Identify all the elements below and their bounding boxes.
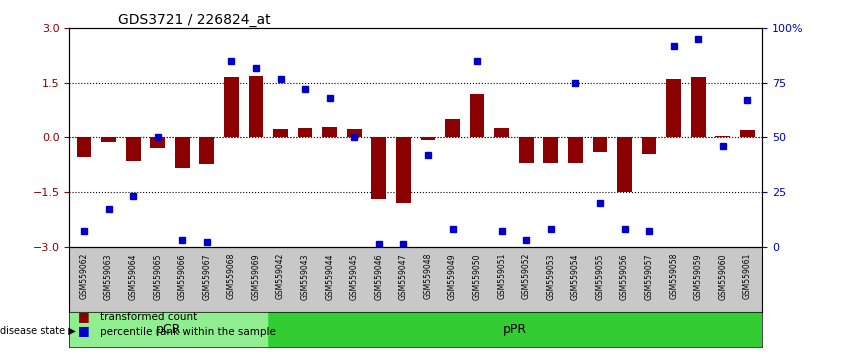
Bar — [691, 78, 706, 137]
Text: transformed count: transformed count — [100, 312, 197, 322]
Bar — [347, 130, 362, 137]
Text: GSM559059: GSM559059 — [694, 253, 702, 299]
Bar — [421, 137, 436, 140]
Text: GSM559043: GSM559043 — [301, 253, 310, 299]
Text: GSM559061: GSM559061 — [743, 253, 752, 299]
Bar — [101, 137, 116, 142]
Text: GSM559053: GSM559053 — [546, 253, 555, 299]
Text: GSM559055: GSM559055 — [596, 253, 604, 299]
Bar — [175, 137, 190, 169]
Text: pPR: pPR — [502, 323, 527, 336]
Bar — [666, 79, 681, 137]
Bar — [273, 130, 288, 137]
Bar — [519, 137, 533, 163]
Text: GSM559064: GSM559064 — [129, 253, 138, 299]
Bar — [568, 137, 583, 163]
Text: GSM559069: GSM559069 — [251, 253, 261, 299]
Bar — [740, 130, 754, 137]
Text: GSM559049: GSM559049 — [448, 253, 457, 299]
Text: GSM559058: GSM559058 — [669, 253, 678, 299]
Bar — [77, 137, 92, 158]
Text: GSM559054: GSM559054 — [571, 253, 580, 299]
Bar — [592, 137, 607, 152]
Text: GSM559067: GSM559067 — [203, 253, 211, 299]
Text: GSM559051: GSM559051 — [497, 253, 506, 299]
Text: GSM559056: GSM559056 — [620, 253, 629, 299]
Text: GSM559060: GSM559060 — [718, 253, 727, 299]
Bar — [268, 312, 762, 347]
Bar — [298, 129, 313, 137]
Text: GSM559045: GSM559045 — [350, 253, 359, 299]
Text: ■: ■ — [78, 310, 90, 323]
Bar — [151, 137, 165, 148]
Bar — [617, 137, 632, 192]
Bar — [715, 136, 730, 137]
Text: GSM559046: GSM559046 — [374, 253, 384, 299]
Bar — [544, 137, 559, 163]
Text: GSM559042: GSM559042 — [276, 253, 285, 299]
Text: percentile rank within the sample: percentile rank within the sample — [100, 326, 275, 337]
Bar — [372, 137, 386, 199]
Text: GSM559044: GSM559044 — [326, 253, 334, 299]
Bar — [469, 94, 484, 137]
Text: GSM559052: GSM559052 — [521, 253, 531, 299]
Text: GSM559068: GSM559068 — [227, 253, 236, 299]
Bar — [445, 119, 460, 137]
Bar — [224, 78, 239, 137]
Bar — [199, 137, 214, 164]
Text: GSM559063: GSM559063 — [104, 253, 113, 299]
Text: GSM559048: GSM559048 — [423, 253, 432, 299]
Text: ■: ■ — [78, 325, 90, 337]
Text: GSM559047: GSM559047 — [399, 253, 408, 299]
Bar — [249, 76, 263, 137]
Text: disease state ▶: disease state ▶ — [0, 326, 75, 336]
Bar — [494, 129, 509, 137]
Text: GDS3721 / 226824_at: GDS3721 / 226824_at — [118, 13, 270, 27]
Text: GSM559066: GSM559066 — [178, 253, 187, 299]
Text: GSM559057: GSM559057 — [644, 253, 654, 299]
Bar — [69, 312, 268, 347]
Text: GSM559050: GSM559050 — [473, 253, 481, 299]
Text: GSM559065: GSM559065 — [153, 253, 162, 299]
Bar — [322, 127, 337, 137]
Bar — [126, 137, 140, 161]
Bar — [642, 137, 656, 154]
Text: GSM559062: GSM559062 — [80, 253, 88, 299]
Text: pCR: pCR — [156, 323, 181, 336]
Bar — [396, 137, 410, 203]
